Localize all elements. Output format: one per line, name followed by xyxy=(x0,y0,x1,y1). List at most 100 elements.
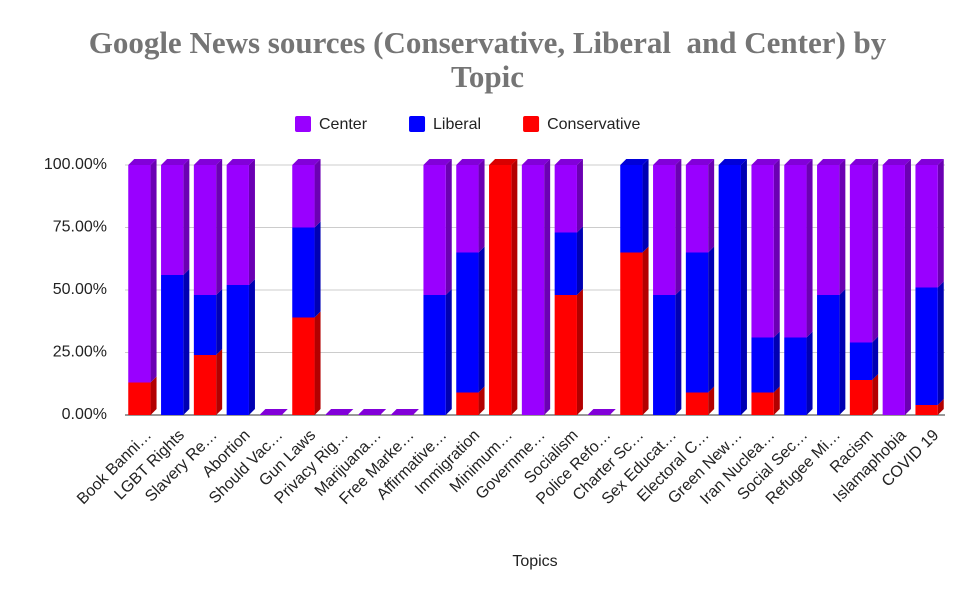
bar-segment xyxy=(292,317,315,415)
bar-segment xyxy=(521,165,545,415)
bar-side xyxy=(872,336,879,380)
bar-segment xyxy=(292,227,315,318)
bar-side xyxy=(642,246,649,415)
bar-segment xyxy=(423,295,446,415)
bar-segment xyxy=(292,165,315,228)
legend-label: Liberal xyxy=(433,116,481,133)
bar-segment xyxy=(128,165,151,383)
y-tick-label: 75.00% xyxy=(53,219,107,236)
bar-side xyxy=(478,159,485,253)
bar-side xyxy=(576,159,583,233)
bar-segment xyxy=(751,392,774,415)
bar-segment xyxy=(193,165,217,295)
bar-top xyxy=(456,159,485,165)
bar-side xyxy=(872,374,879,415)
bar-top xyxy=(226,159,255,165)
bar-segment xyxy=(620,165,643,253)
bar-side xyxy=(806,159,813,338)
chart-title: Google News sources (Conservative, Liber… xyxy=(88,25,894,94)
bar-segment xyxy=(915,287,938,405)
bar-segment xyxy=(489,165,512,415)
bar-top xyxy=(161,159,190,165)
bar-segment xyxy=(554,232,577,295)
bar-top xyxy=(259,409,288,415)
bar-segment xyxy=(653,165,676,295)
bar-segment xyxy=(751,337,774,393)
bar-top xyxy=(784,159,813,165)
bar-side xyxy=(445,159,452,295)
bar-side xyxy=(150,376,157,415)
bar-side xyxy=(708,159,715,253)
bar-side xyxy=(576,289,583,415)
bar-side xyxy=(314,221,321,318)
bar-side xyxy=(872,159,879,343)
bar-segment xyxy=(817,295,840,415)
bar-top xyxy=(357,409,387,415)
bar-side xyxy=(248,279,255,415)
bar-segment xyxy=(817,165,840,295)
bar-top xyxy=(751,159,780,165)
bar-top xyxy=(685,159,715,165)
bar-side xyxy=(675,159,682,295)
bar-segment xyxy=(161,165,184,275)
bar-segment xyxy=(849,380,873,415)
bar-segment xyxy=(193,355,217,415)
bar-top xyxy=(390,409,419,415)
bar-side xyxy=(806,331,813,415)
y-tick-label: 50.00% xyxy=(53,281,107,298)
bar-segment xyxy=(554,295,577,415)
bar-side xyxy=(216,159,223,295)
bar-segment xyxy=(784,337,807,415)
bar-side xyxy=(773,331,780,393)
legend-label: Conservative xyxy=(547,116,640,133)
bar-segment xyxy=(620,252,643,415)
y-tick-label: 0.00% xyxy=(62,406,107,423)
bar-side xyxy=(314,159,321,228)
bar-segment xyxy=(226,285,249,415)
bar-side xyxy=(544,159,551,415)
bar-top xyxy=(849,159,879,165)
bar-segment xyxy=(456,165,479,253)
bar-segment xyxy=(784,165,807,338)
bar-segment xyxy=(128,382,151,415)
y-tick-label: 100.00% xyxy=(44,156,107,173)
bar-side xyxy=(183,159,190,275)
bar-side xyxy=(904,159,911,415)
bar-side xyxy=(183,269,190,415)
bar-segment xyxy=(653,295,676,415)
bar-side xyxy=(478,386,485,415)
legend-label: Center xyxy=(319,116,368,133)
bar-side xyxy=(314,311,321,415)
bar-segment xyxy=(685,392,709,415)
bar-segment xyxy=(685,252,709,393)
bar-top xyxy=(587,409,616,415)
bar-side xyxy=(445,289,452,415)
bar-top xyxy=(521,159,551,165)
bar-top xyxy=(817,159,846,165)
legend-swatch xyxy=(295,116,311,132)
bar-side xyxy=(937,159,944,288)
bar-side xyxy=(773,386,780,415)
bar-top xyxy=(193,159,223,165)
bar-top xyxy=(718,159,747,165)
legend-swatch xyxy=(409,116,426,132)
bar-side xyxy=(216,289,223,355)
bar-segment xyxy=(915,405,938,415)
bar-segment xyxy=(193,295,217,355)
bar-side xyxy=(740,159,747,415)
bar-side xyxy=(839,159,846,295)
bar-top xyxy=(882,159,911,165)
x-axis-label: Topics xyxy=(512,553,557,570)
bar-side xyxy=(708,386,715,415)
bar-segment xyxy=(226,165,249,285)
bar-side xyxy=(708,246,715,393)
bar-side xyxy=(937,281,944,405)
bar-segment xyxy=(882,165,905,415)
bar-side xyxy=(248,159,255,285)
bar-segment xyxy=(423,165,446,295)
bar-side xyxy=(642,159,649,253)
bar-top xyxy=(620,159,649,165)
bar-side xyxy=(216,349,223,415)
y-tick-label: 25.00% xyxy=(53,344,107,361)
bar-top xyxy=(653,159,682,165)
